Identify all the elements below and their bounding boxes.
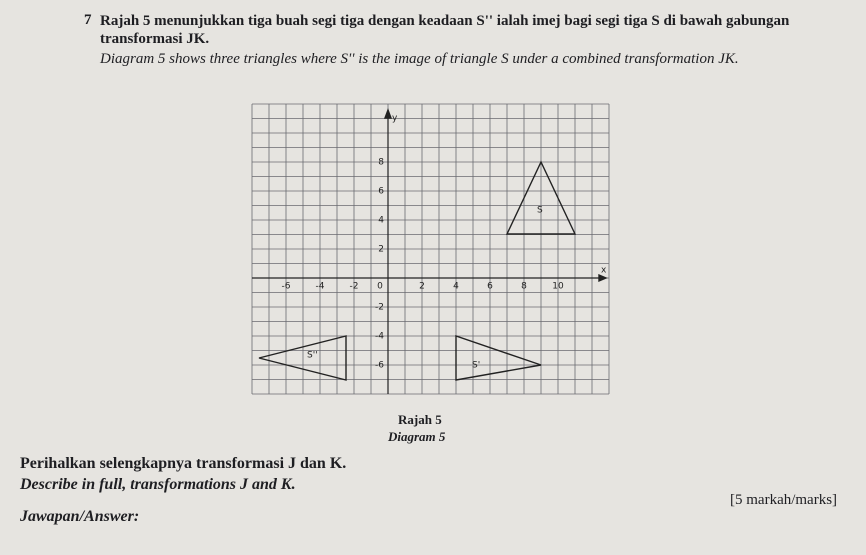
x-tick-label: 8 [521,282,527,292]
x-tick-label: 10 [552,282,564,292]
triangle-label: S'' [307,351,318,361]
arrow [598,273,608,283]
y-tick-label: -2 [375,303,384,313]
y-tick-label: -4 [375,332,384,342]
y-tick-label: 2 [378,245,384,255]
question-number: 7 [84,12,92,28]
task-en: Describe in full, transformations J and … [20,476,296,493]
x-tick-label: 6 [487,282,493,292]
y-tick-label: 4 [378,216,384,226]
triangle-s-prime [455,335,542,381]
task-ms: Perihalkan selengkapnya transformasi J d… [20,455,347,472]
triangle-s [505,160,577,235]
x-tick-label: 0 [377,282,383,292]
triangle-s-double-prime [258,335,347,381]
question-text-en: Diagram 5 shows three triangles where S'… [100,51,739,67]
y-tick-label: -6 [375,361,384,371]
x-tick-label: 2 [419,282,425,292]
caption-en: Diagram 5 [388,429,446,444]
caption-ms: Rajah 5 [398,412,442,427]
axis-label: x [601,266,607,276]
x-tick-label: -6 [282,282,291,292]
axis-label: y [392,114,398,124]
x-tick-label: -2 [350,282,359,292]
x-tick-label: 4 [453,282,459,292]
arrow [383,108,393,119]
triangle-label: S [537,206,543,216]
question-text-ms: Rajah 5 menunjukkan tiga buah segi tiga … [100,13,790,47]
x-tick-label: -4 [316,282,325,292]
triangle-label: S' [472,361,480,371]
y-tick-label: 6 [378,187,384,197]
marks: [5 markah/marks] [730,492,838,508]
y-tick-label: 8 [378,158,384,168]
answer-label: Jawapan/Answer: [20,508,140,525]
